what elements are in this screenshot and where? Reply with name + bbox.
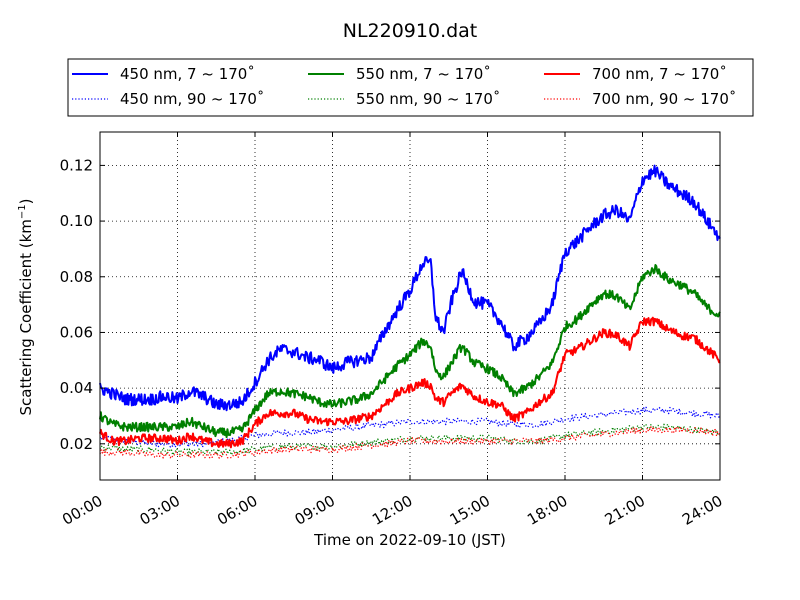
y-axis-label-main: Scattering Coefficient (km — [17, 219, 35, 415]
series-line-4 — [99, 316, 721, 449]
chart-title: NL220910.dat — [343, 20, 478, 42]
legend-label-2: 550 nm, 7 ~ 170˚ — [356, 65, 491, 83]
legend-label-1: 450 nm, 90 ~ 170˚ — [120, 90, 264, 108]
legend-label-4: 700 nm, 7 ~ 170˚ — [592, 65, 727, 83]
plot-background — [100, 132, 720, 480]
legend-label-5: 700 nm, 90 ~ 170˚ — [592, 90, 736, 108]
series-line-0 — [99, 164, 721, 412]
series-layer — [99, 164, 721, 459]
y-tick-label: 0.08 — [60, 268, 93, 286]
y-axis-label-sup: −1 — [17, 204, 28, 219]
y-axis-label-close: ) — [17, 198, 35, 204]
legend-label-0: 450 nm, 7 ~ 170˚ — [120, 65, 255, 83]
legend-label-3: 550 nm, 90 ~ 170˚ — [356, 90, 500, 108]
legend: 450 nm, 7 ~ 170˚ 450 nm, 90 ~ 170˚ 550 nm,… — [67, 58, 754, 117]
plot-area: 00:00 03:00 06:00 09:00 12:00 15:00 18:00 21:00… — [59, 131, 726, 529]
y-tick-label: 0.10 — [60, 212, 93, 230]
y-tick-label: 0.12 — [60, 156, 93, 174]
y-tick-label: 0.06 — [60, 323, 93, 341]
series-line-2 — [99, 263, 721, 439]
y-tick-label: 0.04 — [60, 379, 93, 397]
y-axis-label: Scattering Coefficient (km−1) — [17, 198, 35, 415]
y-tick-label: 0.02 — [60, 435, 93, 453]
series-line-5 — [99, 426, 721, 459]
legend-box — [67, 58, 754, 117]
x-axis-label: Time on 2022-09-10 (JST) — [313, 531, 506, 549]
